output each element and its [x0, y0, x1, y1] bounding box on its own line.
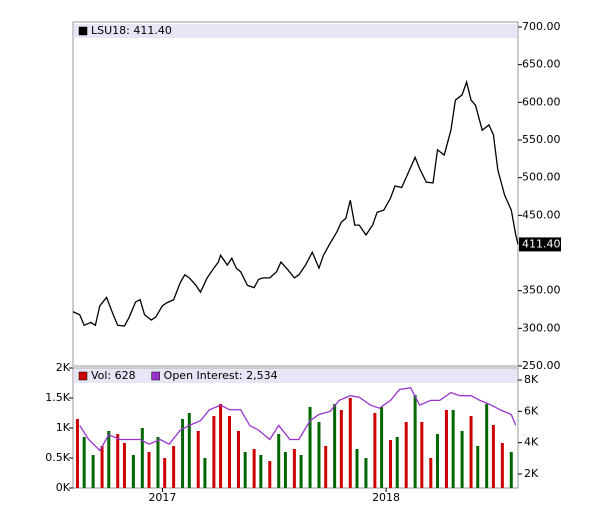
volume-bar: [380, 407, 384, 488]
volume-bar: [243, 452, 247, 488]
y-tick-label: 0.5K: [45, 451, 70, 464]
legend-label: Open Interest: 2,534: [164, 369, 278, 382]
volume-bar: [203, 458, 207, 488]
volume-bar: [259, 455, 263, 488]
volume-bar: [460, 431, 464, 488]
volume-bar: [82, 437, 86, 488]
volume-bar: [116, 434, 120, 488]
y-tick-label: 1.5K: [45, 391, 70, 404]
volume-bar: [299, 455, 303, 488]
volume-bar: [420, 422, 424, 488]
volume-bar: [212, 416, 216, 488]
volume-bar: [308, 407, 312, 488]
y2-tick-label: 4K: [524, 436, 539, 449]
volume-bar: [181, 419, 185, 488]
legend-strip: [74, 24, 517, 38]
volume-bar: [228, 416, 232, 488]
volume-bar: [107, 431, 111, 488]
volume-bar: [500, 443, 504, 488]
volume-bar: [219, 404, 223, 488]
y-tick-label: 300.00: [522, 321, 561, 334]
volume-bar: [156, 437, 160, 488]
volume-bar: [333, 404, 337, 488]
last-value-box: [519, 237, 561, 252]
series-line: [72, 79, 519, 327]
legend-swatch: [78, 26, 88, 36]
y-tick-label: 550.00: [522, 133, 561, 146]
volume-bar: [122, 443, 126, 488]
volume-bar: [277, 434, 281, 488]
volume-bar: [355, 449, 359, 488]
volume-bar: [292, 449, 296, 488]
volume-bar: [485, 404, 489, 488]
volume-bar: [476, 446, 480, 488]
volume-bar: [491, 425, 495, 488]
volume-bar: [75, 419, 79, 488]
volume-bar: [317, 422, 321, 488]
y2-tick-label: 2K: [524, 467, 539, 480]
volume-bar: [348, 398, 352, 488]
volume-bar: [163, 458, 167, 488]
volume-bar: [147, 452, 151, 488]
y-tick-label: 1K: [56, 421, 71, 434]
volume-bar: [196, 431, 200, 488]
x-tick-label: 2017: [148, 491, 176, 504]
volume-bar: [339, 410, 343, 488]
y2-tick-label: 8K: [524, 373, 539, 386]
legend-swatch: [78, 371, 88, 381]
volume-bar: [364, 458, 368, 488]
y-tick-label: 350.00: [522, 284, 561, 297]
volume-bar: [324, 446, 328, 488]
x-tick-label: 2018: [372, 491, 400, 504]
volume-bar: [451, 410, 455, 488]
volume-bar: [268, 461, 272, 488]
volume-bar: [252, 449, 256, 488]
volume-bar: [435, 434, 439, 488]
volume-bar: [187, 413, 191, 488]
volume-bar: [413, 395, 417, 488]
legend-strip: [74, 369, 517, 383]
y-tick-label: 450.00: [522, 208, 561, 221]
y-tick-label: 500.00: [522, 171, 561, 184]
volume-bar: [469, 416, 473, 488]
series-line: [79, 387, 517, 452]
volume-bar: [373, 413, 377, 488]
last-value-label: 411.40: [522, 237, 561, 250]
volume-bar: [429, 458, 433, 488]
volume-bar: [131, 455, 135, 488]
y-tick-label: 700.00: [522, 20, 561, 33]
volume-bar: [172, 446, 176, 488]
y-tick-label: 600.00: [522, 95, 561, 108]
volume-bar: [404, 422, 408, 488]
volume-bar: [395, 437, 399, 488]
volume-bar: [283, 452, 287, 488]
y-tick-label: 250.00: [522, 359, 561, 372]
volume-bar: [91, 455, 95, 488]
volume-bar: [509, 452, 513, 488]
y2-tick-label: 6K: [524, 404, 539, 417]
volume-bar: [236, 431, 240, 488]
y-tick-label: 2K: [56, 361, 71, 374]
y-tick-label: 650.00: [522, 58, 561, 71]
y-tick-label: 0K: [56, 481, 71, 494]
legend-label: LSU18: 411.40: [91, 24, 172, 37]
volume-bar: [389, 440, 393, 488]
legend-label: Vol: 628: [91, 369, 136, 382]
volume-bar: [140, 428, 144, 488]
volume-bar: [100, 446, 104, 488]
plot-frame: [72, 21, 519, 367]
volume-bar: [444, 410, 448, 488]
legend-swatch: [151, 371, 160, 381]
